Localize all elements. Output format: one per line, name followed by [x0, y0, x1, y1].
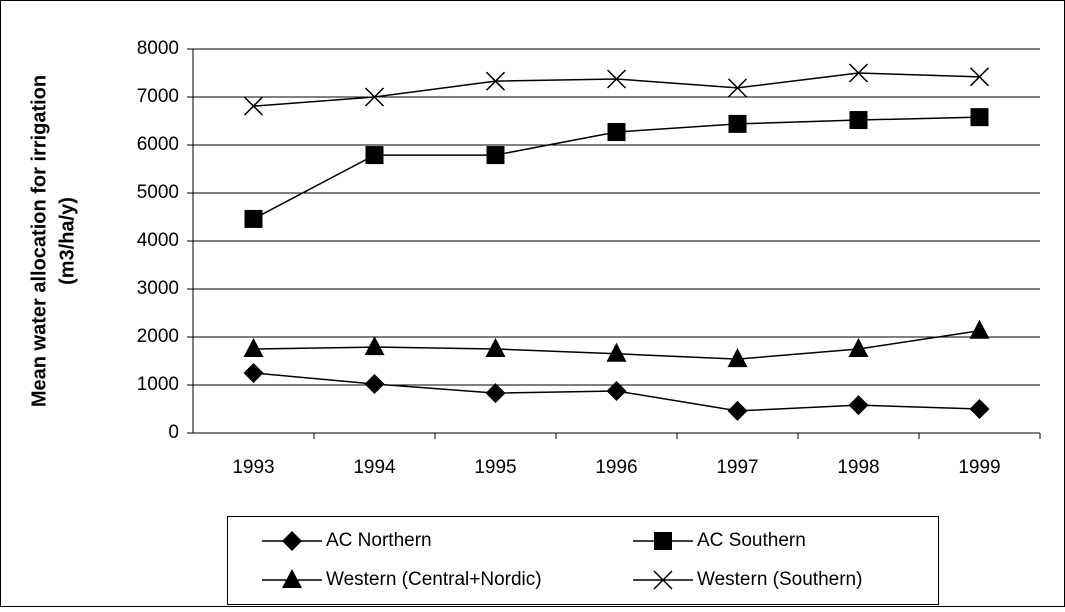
marker — [848, 63, 869, 83]
marker — [244, 209, 263, 228]
marker — [243, 363, 264, 383]
legend-label: AC Southern — [697, 530, 806, 551]
marker — [653, 570, 673, 590]
marker — [485, 338, 506, 357]
x-tick-label: 1993 — [232, 457, 274, 478]
y-axis-label: (m3/ha/y) — [56, 197, 78, 285]
y-tick-label: 8000 — [137, 38, 179, 59]
marker — [848, 338, 869, 357]
x-tick-label: 1994 — [353, 457, 396, 478]
marker — [606, 381, 627, 401]
marker — [970, 108, 989, 127]
marker — [365, 146, 384, 165]
legend-label: AC Northern — [326, 530, 432, 551]
y-tick-label: 6000 — [137, 134, 179, 155]
marker — [606, 342, 627, 362]
marker — [728, 114, 747, 133]
y-tick-label: 4000 — [137, 230, 179, 251]
marker — [969, 399, 990, 419]
y-tick-label: 1000 — [137, 374, 179, 395]
marker — [364, 336, 385, 356]
marker — [969, 67, 990, 87]
x-tick-label: 1996 — [595, 457, 637, 478]
y-tick-label: 5000 — [137, 182, 179, 203]
y-tick-label: 2000 — [137, 326, 179, 347]
marker — [654, 532, 672, 550]
y-tick-label: 7000 — [137, 86, 179, 107]
x-tick-label: 1998 — [837, 457, 879, 478]
marker — [969, 319, 990, 339]
marker — [243, 96, 264, 116]
marker — [364, 87, 385, 107]
marker — [848, 395, 869, 416]
legend-label: Western (Central+Nordic) — [326, 569, 542, 590]
marker — [606, 69, 627, 89]
marker — [485, 71, 506, 91]
marker — [243, 338, 264, 357]
marker — [727, 78, 748, 98]
marker — [364, 374, 385, 395]
x-tick-label: 1997 — [716, 457, 758, 478]
legend-box — [227, 516, 939, 605]
y-tick-label: 3000 — [137, 278, 179, 299]
y-tick-label: 0 — [168, 422, 179, 443]
marker — [485, 383, 506, 404]
marker — [282, 569, 302, 588]
marker — [486, 146, 505, 165]
marker — [282, 531, 302, 551]
marker — [727, 400, 748, 421]
legend-label: Western (Southern) — [697, 569, 862, 590]
marker — [607, 123, 626, 142]
marker — [727, 348, 748, 368]
x-tick-label: 1995 — [474, 457, 516, 478]
x-tick-label: 1999 — [958, 457, 1000, 478]
marker — [849, 111, 868, 130]
y-axis-label: Mean water allocation for irrigation — [28, 75, 50, 407]
